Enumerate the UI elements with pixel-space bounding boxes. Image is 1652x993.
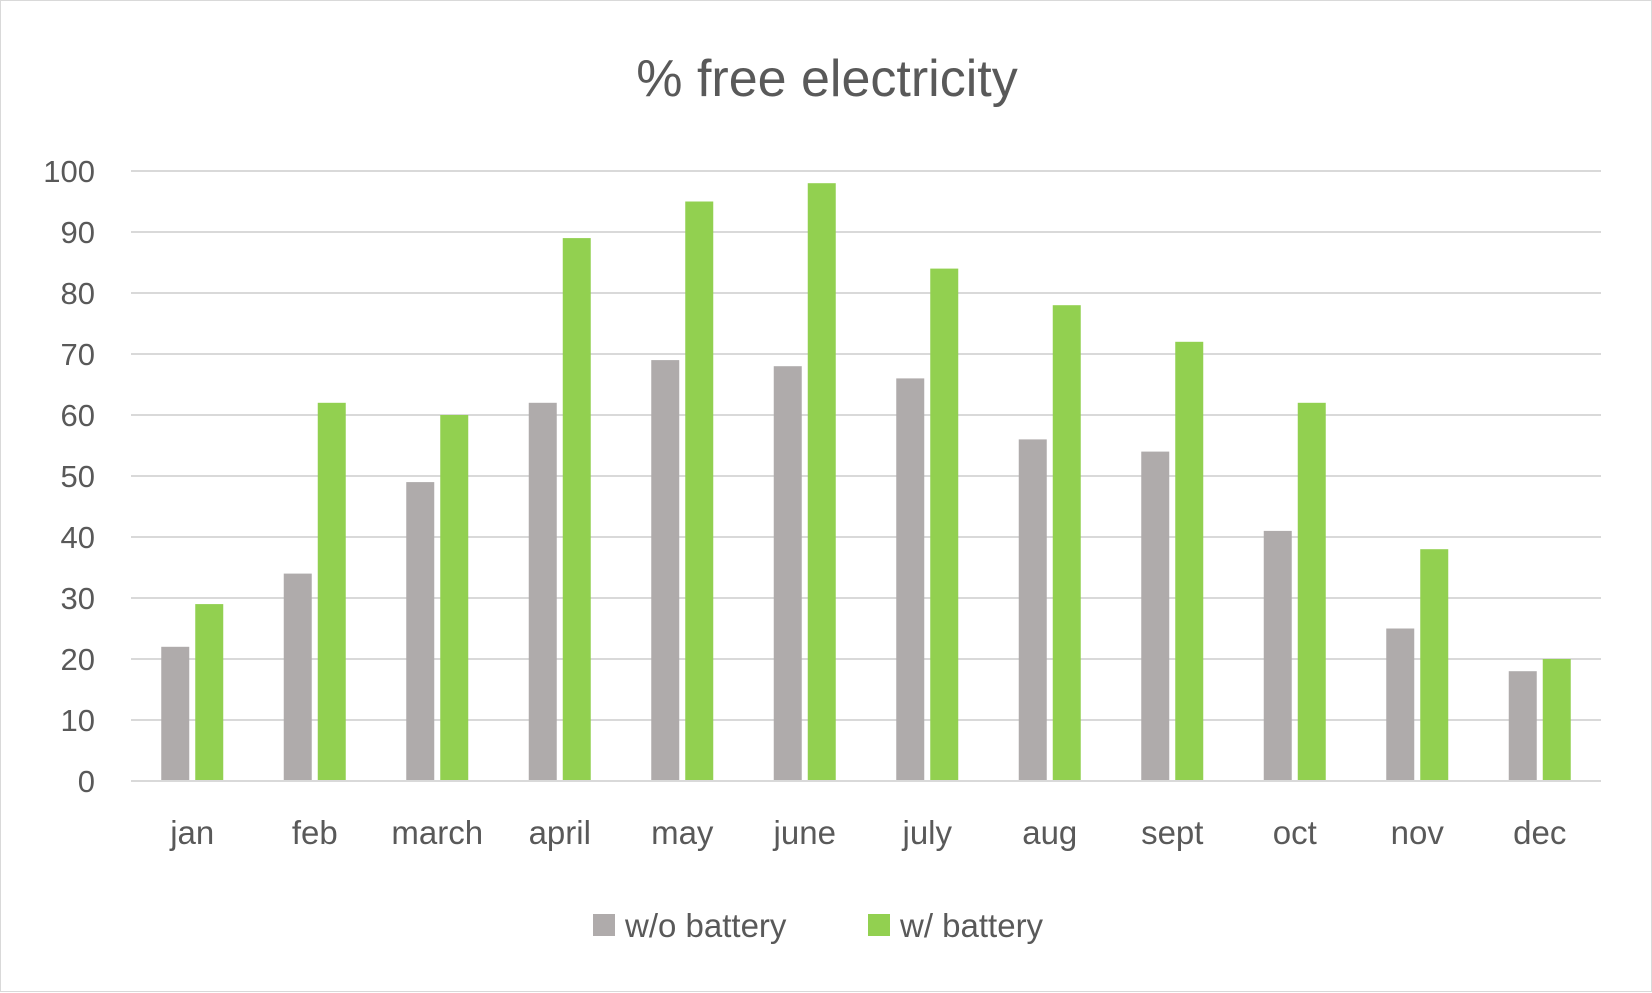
- bar-with-battery-feb: [317, 402, 346, 781]
- x-category-label: july: [901, 814, 952, 851]
- bar-without-battery-oct: [1263, 530, 1292, 781]
- y-axis-ticks: 0 10 20 30 40 50 60 70 80 90 100: [43, 154, 95, 799]
- x-axis-categories: jan feb march april may june july aug sept oct nov…: [169, 814, 1566, 851]
- x-category-label: sept: [1141, 814, 1203, 851]
- bar-without-battery-may: [651, 360, 680, 781]
- bar-without-battery-july: [896, 378, 925, 781]
- legend-swatch: [593, 914, 615, 936]
- y-tick-label: 40: [61, 520, 95, 555]
- y-tick-label: 100: [43, 154, 95, 189]
- bar-without-battery-april: [528, 402, 557, 781]
- y-tick-label: 20: [61, 642, 95, 677]
- bar-without-battery-nov: [1386, 628, 1415, 781]
- y-tick-label: 60: [61, 398, 95, 433]
- bars: [161, 183, 1571, 782]
- x-category-label: nov: [1391, 814, 1445, 851]
- bar-without-battery-sept: [1141, 451, 1170, 781]
- x-category-label: aug: [1022, 814, 1077, 851]
- legend-label: w/ battery: [899, 907, 1044, 944]
- y-tick-label: 0: [78, 764, 95, 799]
- y-tick-label: 80: [61, 276, 95, 311]
- gridlines: [131, 170, 1601, 721]
- bar-without-battery-jan: [161, 646, 190, 781]
- bar-with-battery-sept: [1175, 341, 1204, 781]
- y-tick-label: 50: [61, 459, 95, 494]
- x-category-label: april: [529, 814, 591, 851]
- legend: w/o battery w/ battery: [593, 907, 1044, 944]
- x-category-label: feb: [292, 814, 338, 851]
- bar-without-battery-dec: [1508, 671, 1537, 781]
- y-tick-label: 70: [61, 337, 95, 372]
- bar-with-battery-nov: [1420, 549, 1449, 781]
- bar-without-battery-june: [773, 366, 802, 781]
- x-category-label: march: [391, 814, 483, 851]
- y-tick-label: 10: [61, 703, 95, 738]
- legend-label: w/o battery: [624, 907, 787, 944]
- y-tick-label: 90: [61, 215, 95, 250]
- bar-with-battery-july: [930, 268, 959, 782]
- bar-with-battery-april: [562, 238, 591, 782]
- legend-swatch: [868, 914, 890, 936]
- x-category-label: jan: [169, 814, 214, 851]
- bar-with-battery-march: [440, 415, 469, 781]
- bar-without-battery-feb: [283, 573, 312, 781]
- bar-with-battery-may: [685, 201, 714, 781]
- bar-with-battery-oct: [1297, 402, 1326, 781]
- bar-with-battery-jan: [195, 604, 224, 781]
- chart-title: % free electricity: [636, 50, 1017, 108]
- y-tick-label: 30: [61, 581, 95, 616]
- bar-without-battery-march: [406, 482, 435, 781]
- bar-with-battery-dec: [1542, 659, 1571, 781]
- x-category-label: may: [651, 814, 714, 851]
- x-category-label: june: [773, 814, 836, 851]
- bar-without-battery-aug: [1018, 439, 1047, 781]
- x-category-label: oct: [1273, 814, 1317, 851]
- x-category-label: dec: [1513, 814, 1566, 851]
- bar-with-battery-aug: [1052, 305, 1081, 781]
- bar-with-battery-june: [807, 183, 836, 781]
